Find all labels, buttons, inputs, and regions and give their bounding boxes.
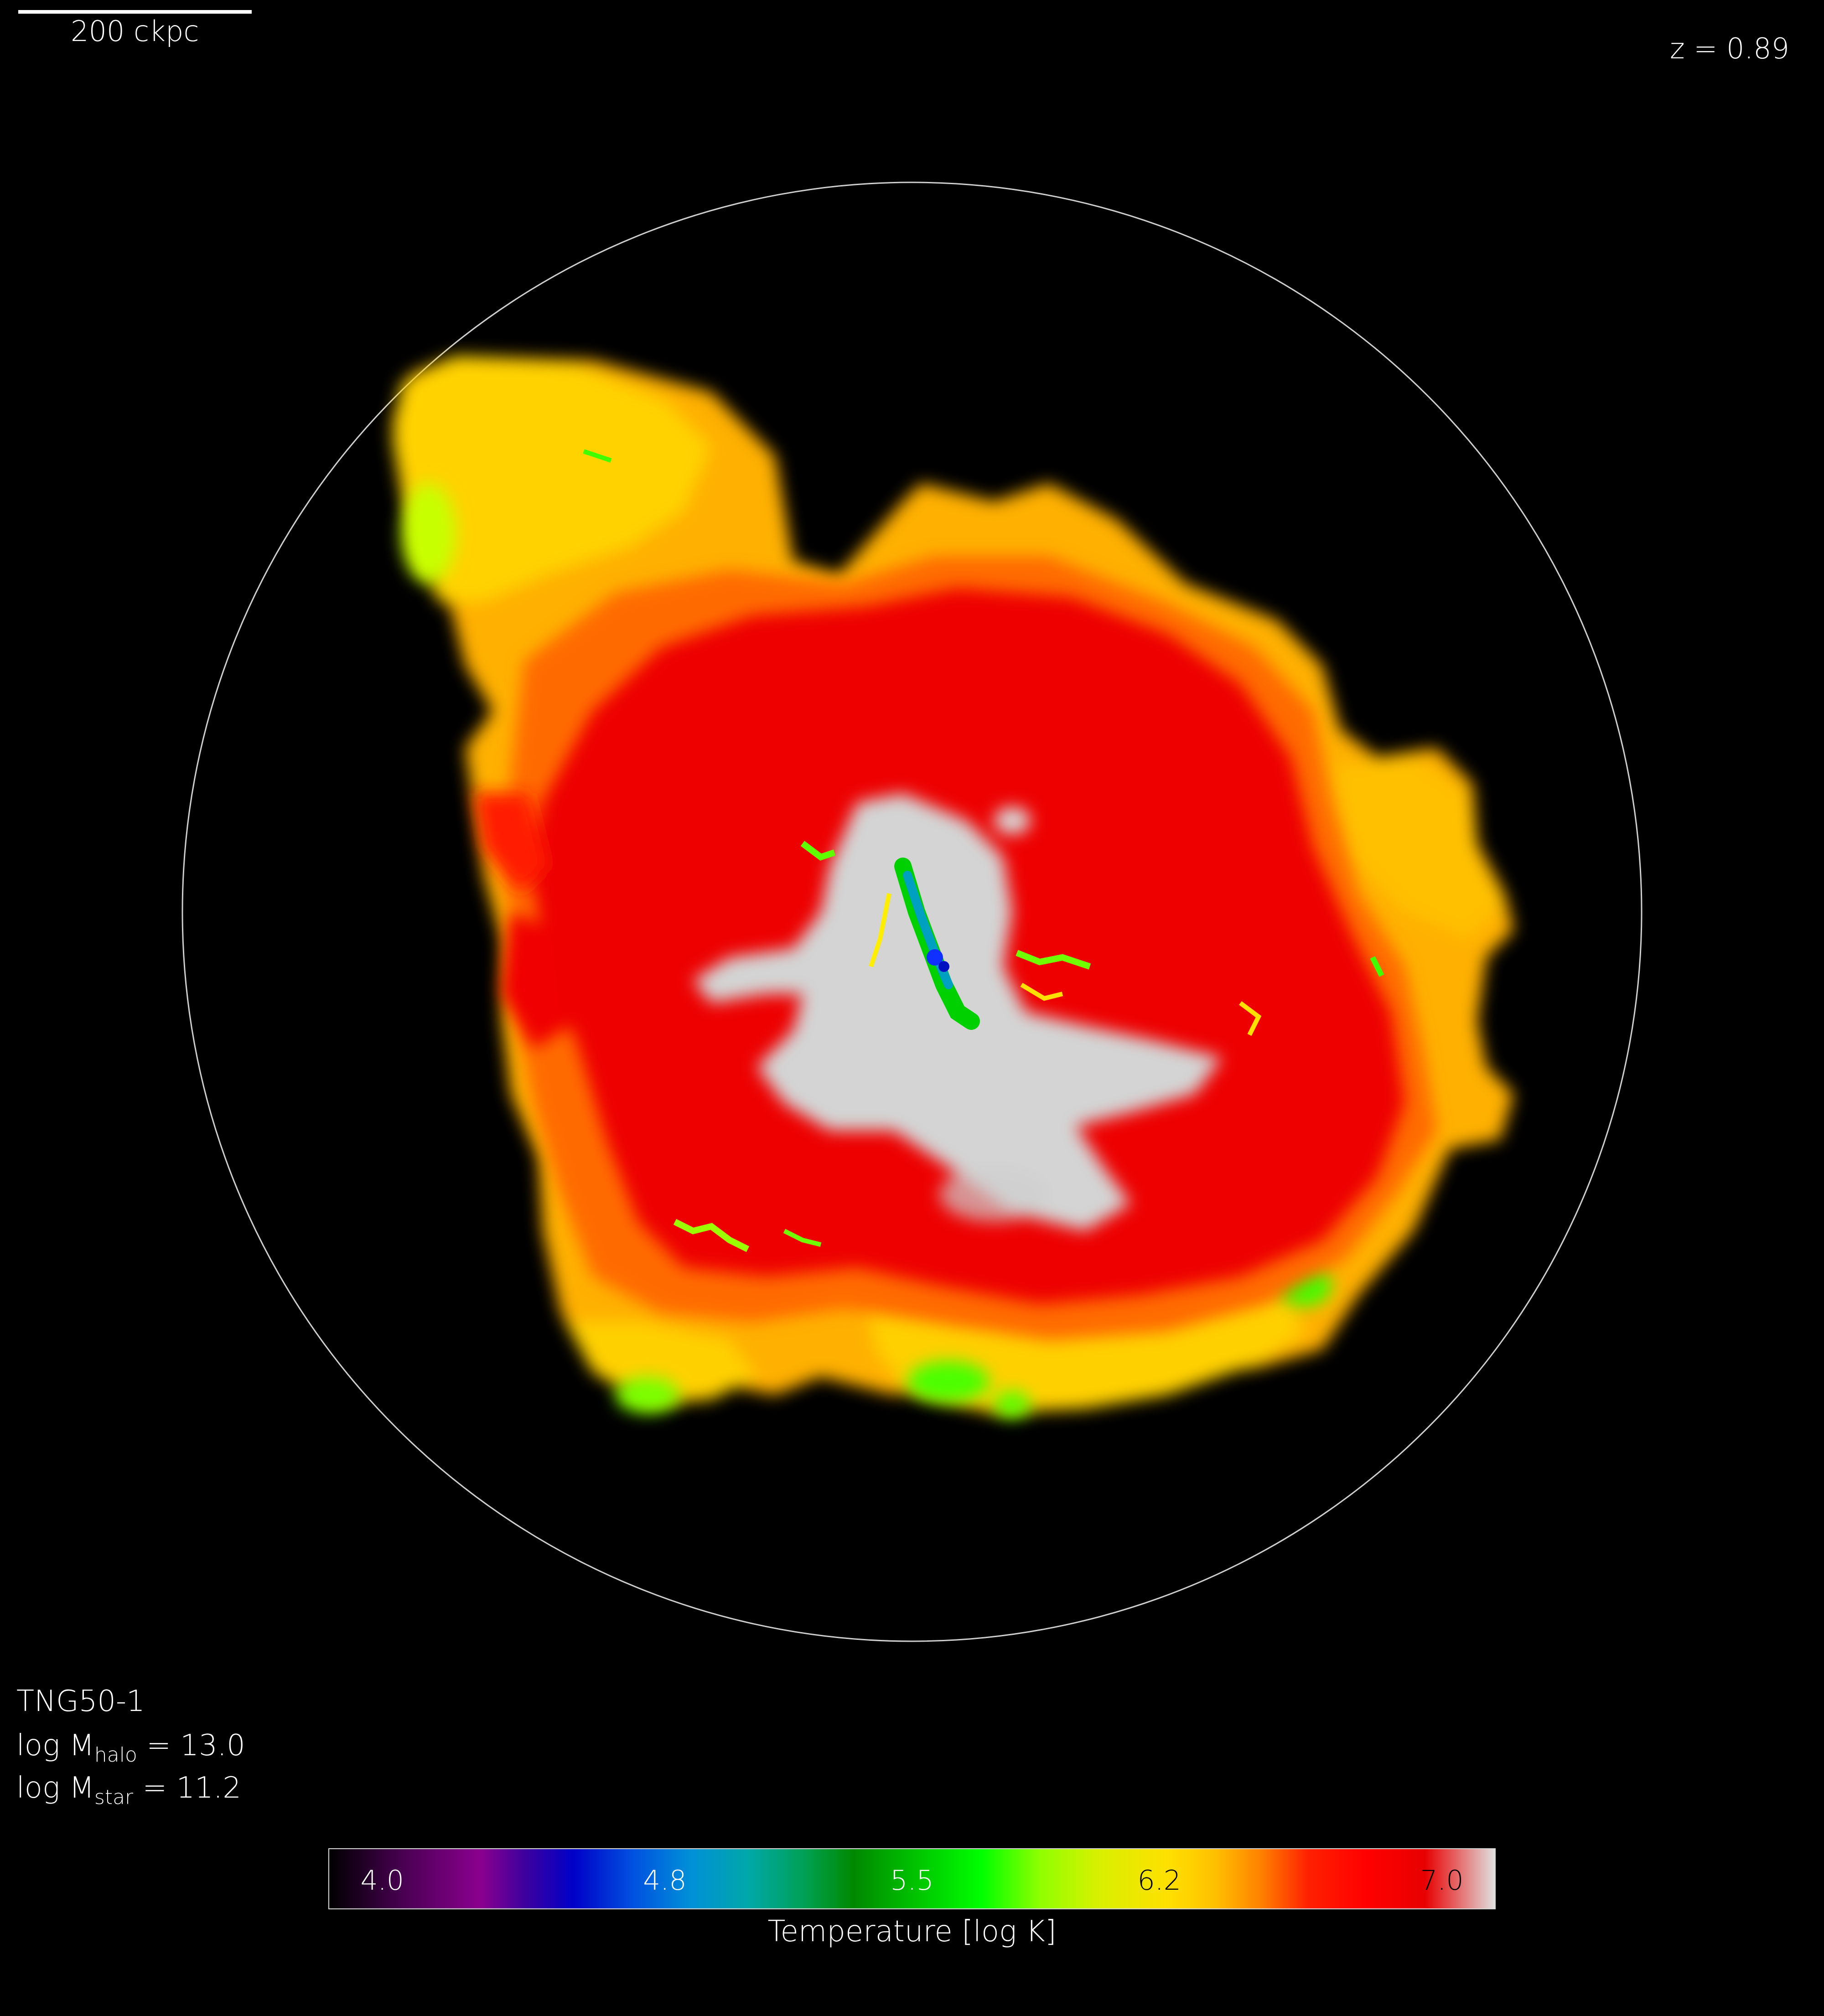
halo-mass-label: log Mhalo = 13.0 [16, 1731, 245, 1765]
colorbar-tick-5-5: 5.5 [890, 1865, 934, 1897]
colorbar-tick-4-8: 4.8 [643, 1865, 687, 1897]
stellar-mass-label: log Mstar = 11.2 [16, 1773, 241, 1808]
stellar-mass-subscript: star [94, 1786, 134, 1809]
stellar-mass-prefix: log M [16, 1771, 94, 1805]
halo-mass-subscript: halo [94, 1743, 137, 1767]
temperature-colorbar: 4.0 4.8 5.5 6.2 7.0 [328, 1848, 1496, 1909]
scale-bar-label: 200 ckpc [71, 15, 199, 48]
cool-gas-green [401, 483, 1332, 1418]
colorbar-tick-7-0: 7.0 [1420, 1865, 1464, 1897]
colorbar-label: Temperature [log K] [767, 1915, 1057, 1949]
redshift-label: z = 0.89 [1670, 32, 1789, 65]
colorbar-tick-6-2: 6.2 [1137, 1865, 1181, 1897]
virial-radius-circle [181, 181, 1643, 1642]
stellar-mass-value: = 11.2 [133, 1771, 241, 1805]
simulation-name: TNG50-1 [16, 1685, 145, 1718]
cold-filaments [583, 449, 1384, 1252]
scale-bar [18, 10, 252, 14]
colorbar-tick-4-0: 4.0 [360, 1865, 404, 1897]
halo-mass-prefix: log M [16, 1729, 94, 1763]
halo-mass-value: = 13.0 [137, 1729, 245, 1763]
